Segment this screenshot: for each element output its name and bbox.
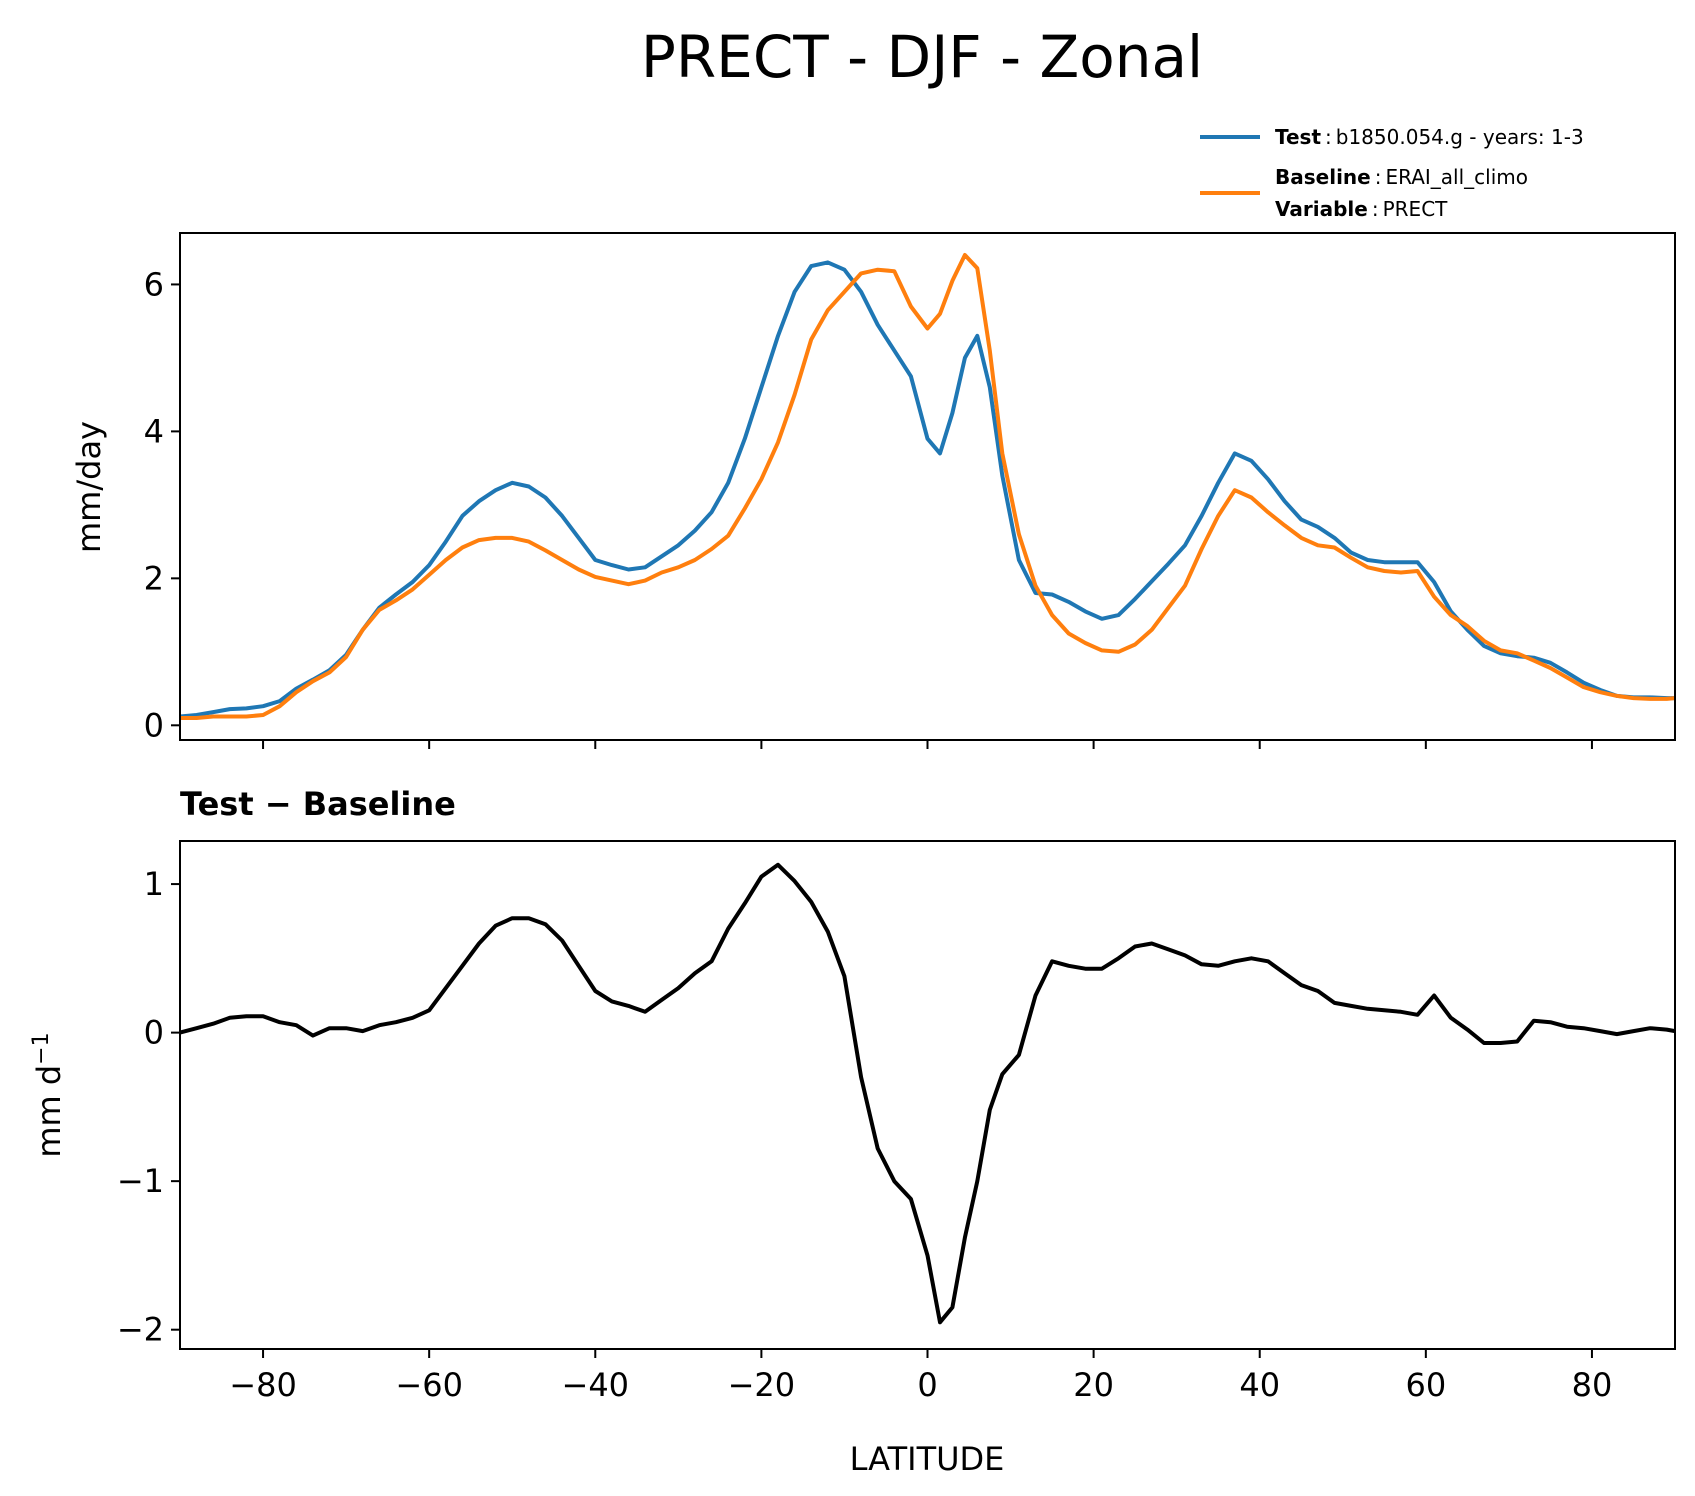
- top-y-ticks: 0 2 4 6: [144, 265, 180, 744]
- legend-test-key: Test: [1275, 125, 1321, 149]
- bottom-y-tick-label: −1: [117, 1162, 164, 1200]
- bottom-y-tick-label: −2: [117, 1311, 164, 1349]
- bottom-plot-title: Test − Baseline: [180, 785, 456, 823]
- bottom-y-axis-label-sup: −1: [29, 1032, 54, 1064]
- bottom-series: [179, 862, 1676, 1325]
- x-axis-label: LATITUDE: [850, 1440, 1005, 1478]
- legend: Test: b1850.054.g - years: 1-3 Baseline: E…: [1200, 125, 1584, 221]
- top-plot-frame: [179, 232, 1676, 741]
- top-series-baseline-line: [180, 253, 1676, 720]
- bottom-y-tick-label: 1: [144, 865, 164, 903]
- top-y-tick-label: 2: [144, 559, 164, 597]
- top-y-axis-label: mm/day: [70, 421, 108, 553]
- top-series: [179, 253, 1676, 720]
- legend-baseline-entry: Baseline: ERAI_all_climo: [1275, 165, 1528, 189]
- legend-test-text: b1850.054.g - years: 1-3: [1336, 125, 1584, 149]
- bottom-y-ticks: 1 0 −1 −2: [117, 865, 180, 1349]
- bottom-x-tick-label: 0: [917, 1366, 937, 1404]
- legend-test-sep: :: [1325, 125, 1332, 149]
- top-x-ticks: [262, 740, 1593, 749]
- legend-baseline-text: ERAI_all_climo: [1385, 165, 1528, 189]
- top-y-tick-label: 6: [144, 265, 164, 303]
- bottom-y-axis-label-text: mm d: [30, 1065, 68, 1158]
- legend-test-entry: Test: b1850.054.g - years: 1-3: [1275, 125, 1584, 149]
- bottom-x-tick-label: −20: [728, 1366, 796, 1404]
- legend-variable-key: Variable: [1275, 197, 1368, 221]
- bottom-x-ticks: −80 −60 −40 −20 0 20 40 60 80: [229, 1349, 1612, 1404]
- legend-variable-entry: Variable: PRECT: [1275, 197, 1448, 221]
- bottom-x-tick-label: 20: [1073, 1366, 1114, 1404]
- bottom-x-tick-label: 60: [1405, 1366, 1446, 1404]
- bottom-y-tick-label: 0: [144, 1014, 164, 1052]
- bottom-x-tick-label: 80: [1572, 1366, 1613, 1404]
- legend-variable-text: PRECT: [1383, 197, 1449, 221]
- bottom-x-tick-label: −40: [562, 1366, 630, 1404]
- top-series-test-line: [179, 260, 1675, 719]
- bottom-y-axis-label: mm d−1: [29, 1032, 68, 1157]
- figure-title: PRECT - DJF - Zonal: [641, 23, 1203, 91]
- legend-variable-sep: :: [1372, 197, 1379, 221]
- bottom-x-tick-label: −80: [229, 1366, 297, 1404]
- bottom-plot-frame: [179, 840, 1676, 1350]
- bottom-x-tick-label: 40: [1239, 1366, 1280, 1404]
- legend-baseline-key: Baseline: [1275, 165, 1371, 189]
- bottom-series-test-baseline-line: [179, 862, 1676, 1325]
- top-axes: 0 2 4 6 mm/day: [70, 232, 1676, 749]
- bottom-axes: Test − Baseline 1 0 −1 −2 −80 −60 −40 −20 0 20 40…: [29, 785, 1676, 1478]
- legend-baseline-sep: :: [1375, 165, 1382, 189]
- top-y-tick-label: 0: [144, 706, 164, 744]
- bottom-x-tick-label: −60: [395, 1366, 463, 1404]
- top-y-tick-label: 4: [144, 412, 164, 450]
